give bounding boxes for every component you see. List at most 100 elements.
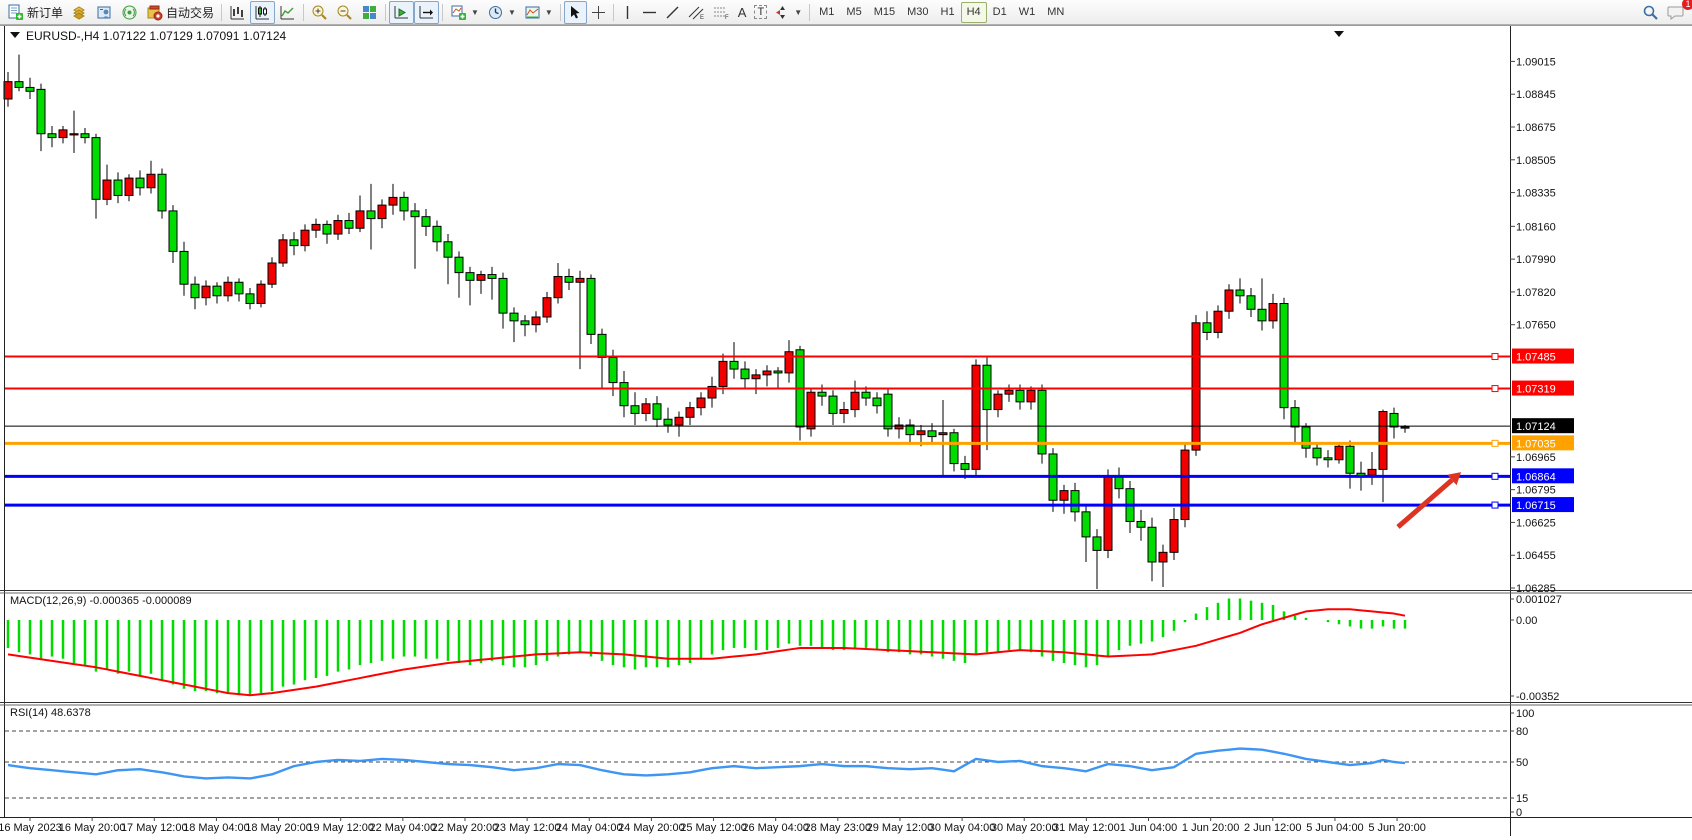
date-label: 28 May 23:00: [804, 822, 871, 834]
timeframe-m30[interactable]: M30: [907, 6, 929, 18]
templates-button[interactable]: ▼: [520, 1, 557, 24]
fibonacci-button[interactable]: F: [709, 1, 734, 24]
arrows-tool-icon: [776, 5, 786, 19]
price-tick-label: 1.06625: [1516, 517, 1556, 529]
price-line-label: 1.06864: [1516, 471, 1556, 483]
timeframe-w1[interactable]: W1: [1018, 6, 1036, 18]
line-handle[interactable]: [1491, 501, 1499, 509]
signals-button[interactable]: [117, 1, 142, 24]
price-tick-label: 1.08845: [1516, 89, 1556, 101]
auto-trading-icon: [147, 5, 163, 20]
pane-borders: [0, 25, 1692, 836]
chart-shift-button[interactable]: [414, 0, 440, 24]
zoom-out-icon: [337, 5, 352, 20]
svg-text:F: F: [725, 15, 729, 20]
rsi-axis-label: 0: [1516, 807, 1522, 819]
rsi-axis-label: 100: [1516, 708, 1534, 720]
chart-title: EURUSD-,H4 1.07122 1.07129 1.07091 1.071…: [26, 29, 287, 43]
price-line-label: 1.07035: [1516, 438, 1556, 450]
candlestick-chart-button[interactable]: [250, 0, 276, 24]
date-label: 29 May 12:00: [867, 822, 934, 834]
rsi-pane: RSI(14) 48.6378: [5, 707, 1510, 799]
macd-signal-line: [7, 608, 1406, 697]
timeframe-h4[interactable]: H4: [960, 1, 987, 23]
zoom-in-button[interactable]: [307, 1, 332, 24]
chart-shift-icon: [419, 5, 434, 18]
timeframe-h1[interactable]: H1: [940, 6, 955, 18]
price-tick-label: 1.09015: [1516, 56, 1556, 68]
timeframe-m5[interactable]: M5: [846, 6, 862, 18]
zoom-out-button[interactable]: [332, 1, 357, 24]
equidistant-channel-icon: E: [688, 6, 704, 20]
candlesticks: [3, 54, 1410, 589]
rsi-axis-label: 50: [1516, 757, 1528, 769]
text-label-button[interactable]: T: [750, 1, 771, 24]
auto-trading-label: 自动交易: [166, 5, 215, 20]
date-label: 17 May 12:00: [121, 822, 188, 834]
price-tick-label: 1.08335: [1516, 188, 1556, 200]
text-tool-icon: A: [737, 4, 747, 20]
timeframe-m15[interactable]: M15: [873, 6, 896, 18]
line-handle[interactable]: [1491, 353, 1499, 361]
cursor-icon: [570, 5, 580, 18]
chat-button[interactable]: 1: [1663, 0, 1692, 24]
vertical-line-icon: [626, 5, 628, 19]
date-label: 22 May 04:00: [370, 822, 437, 834]
collapse-icon[interactable]: [1334, 31, 1344, 37]
toolbar: 新订单 自动交易: [0, 0, 1692, 25]
auto-trading-button[interactable]: 自动交易: [142, 1, 218, 24]
date-label: 24 May 04:00: [556, 822, 623, 834]
trendline-button[interactable]: [661, 1, 684, 24]
date-label: 16 May 2023: [0, 822, 62, 834]
line-handle[interactable]: [1491, 472, 1499, 480]
arrows-tool-button[interactable]: ▼: [771, 1, 806, 24]
search-icon: [1643, 5, 1658, 20]
price-tick-label: 1.06285: [1516, 583, 1556, 595]
zoom-in-icon: [312, 5, 327, 20]
indicators-icon: [451, 5, 467, 20]
trendline-icon: [666, 6, 679, 18]
date-label: 2 Jun 12:00: [1244, 822, 1302, 834]
annotation-arrow[interactable]: [1396, 472, 1462, 529]
indicators-button[interactable]: ▼: [446, 1, 483, 24]
price-axis[interactable]: 1.09015 1.08845 1.08675 1.08505 1.08335 1.081…: [1510, 56, 1574, 819]
line-handle[interactable]: [1491, 439, 1499, 447]
auto-scroll-button[interactable]: [389, 0, 415, 24]
bar-chart-button[interactable]: [225, 1, 250, 24]
new-order-icon: [8, 4, 23, 20]
horizontal-line-button[interactable]: [638, 1, 661, 24]
timeframe-mn[interactable]: MN: [1047, 6, 1065, 18]
cursor-button[interactable]: [563, 0, 587, 24]
new-order-button[interactable]: 新订单: [3, 1, 67, 24]
timeframe-d1[interactable]: D1: [992, 6, 1007, 18]
price-line-label: 1.07485: [1516, 352, 1556, 364]
market-watch-button[interactable]: [67, 1, 92, 24]
tile-windows-icon: [363, 5, 377, 19]
vertical-line-button[interactable]: [617, 1, 638, 24]
equidistant-channel-button[interactable]: E: [684, 1, 709, 24]
price-tick-label: 1.07990: [1516, 254, 1556, 266]
line-chart-button[interactable]: [275, 1, 300, 24]
market-watch-icon: [73, 5, 85, 20]
text-tool-button[interactable]: A: [734, 1, 751, 24]
periods-button[interactable]: ▼: [483, 1, 520, 24]
navigator-icon: [97, 6, 111, 18]
symbol-dropdown-icon[interactable]: [10, 32, 20, 38]
navigator-button[interactable]: [92, 1, 117, 24]
timeframe-m1[interactable]: M1: [819, 6, 835, 18]
search-button[interactable]: [1638, 1, 1663, 24]
macd-axis-label: -0.00352: [1516, 691, 1559, 703]
macd-label: MACD(12,26,9) -0.000365 -0.000089: [10, 595, 192, 607]
date-label: 30 May 04:00: [929, 822, 996, 834]
crosshair-button[interactable]: [587, 1, 610, 24]
price-tick-label: 1.07820: [1516, 287, 1556, 299]
line-handle[interactable]: [1491, 385, 1499, 393]
auto-scroll-icon: [394, 5, 409, 18]
tile-windows-button[interactable]: [357, 1, 382, 24]
date-label: 22 May 20:00: [432, 822, 499, 834]
date-label: 19 May 12:00: [307, 822, 374, 834]
date-label: 1 Jun 20:00: [1182, 822, 1240, 834]
chart-area[interactable]: EURUSD-,H4 1.07122 1.07129 1.07091 1.071…: [0, 25, 1692, 840]
toolbar-separator: [303, 3, 305, 21]
